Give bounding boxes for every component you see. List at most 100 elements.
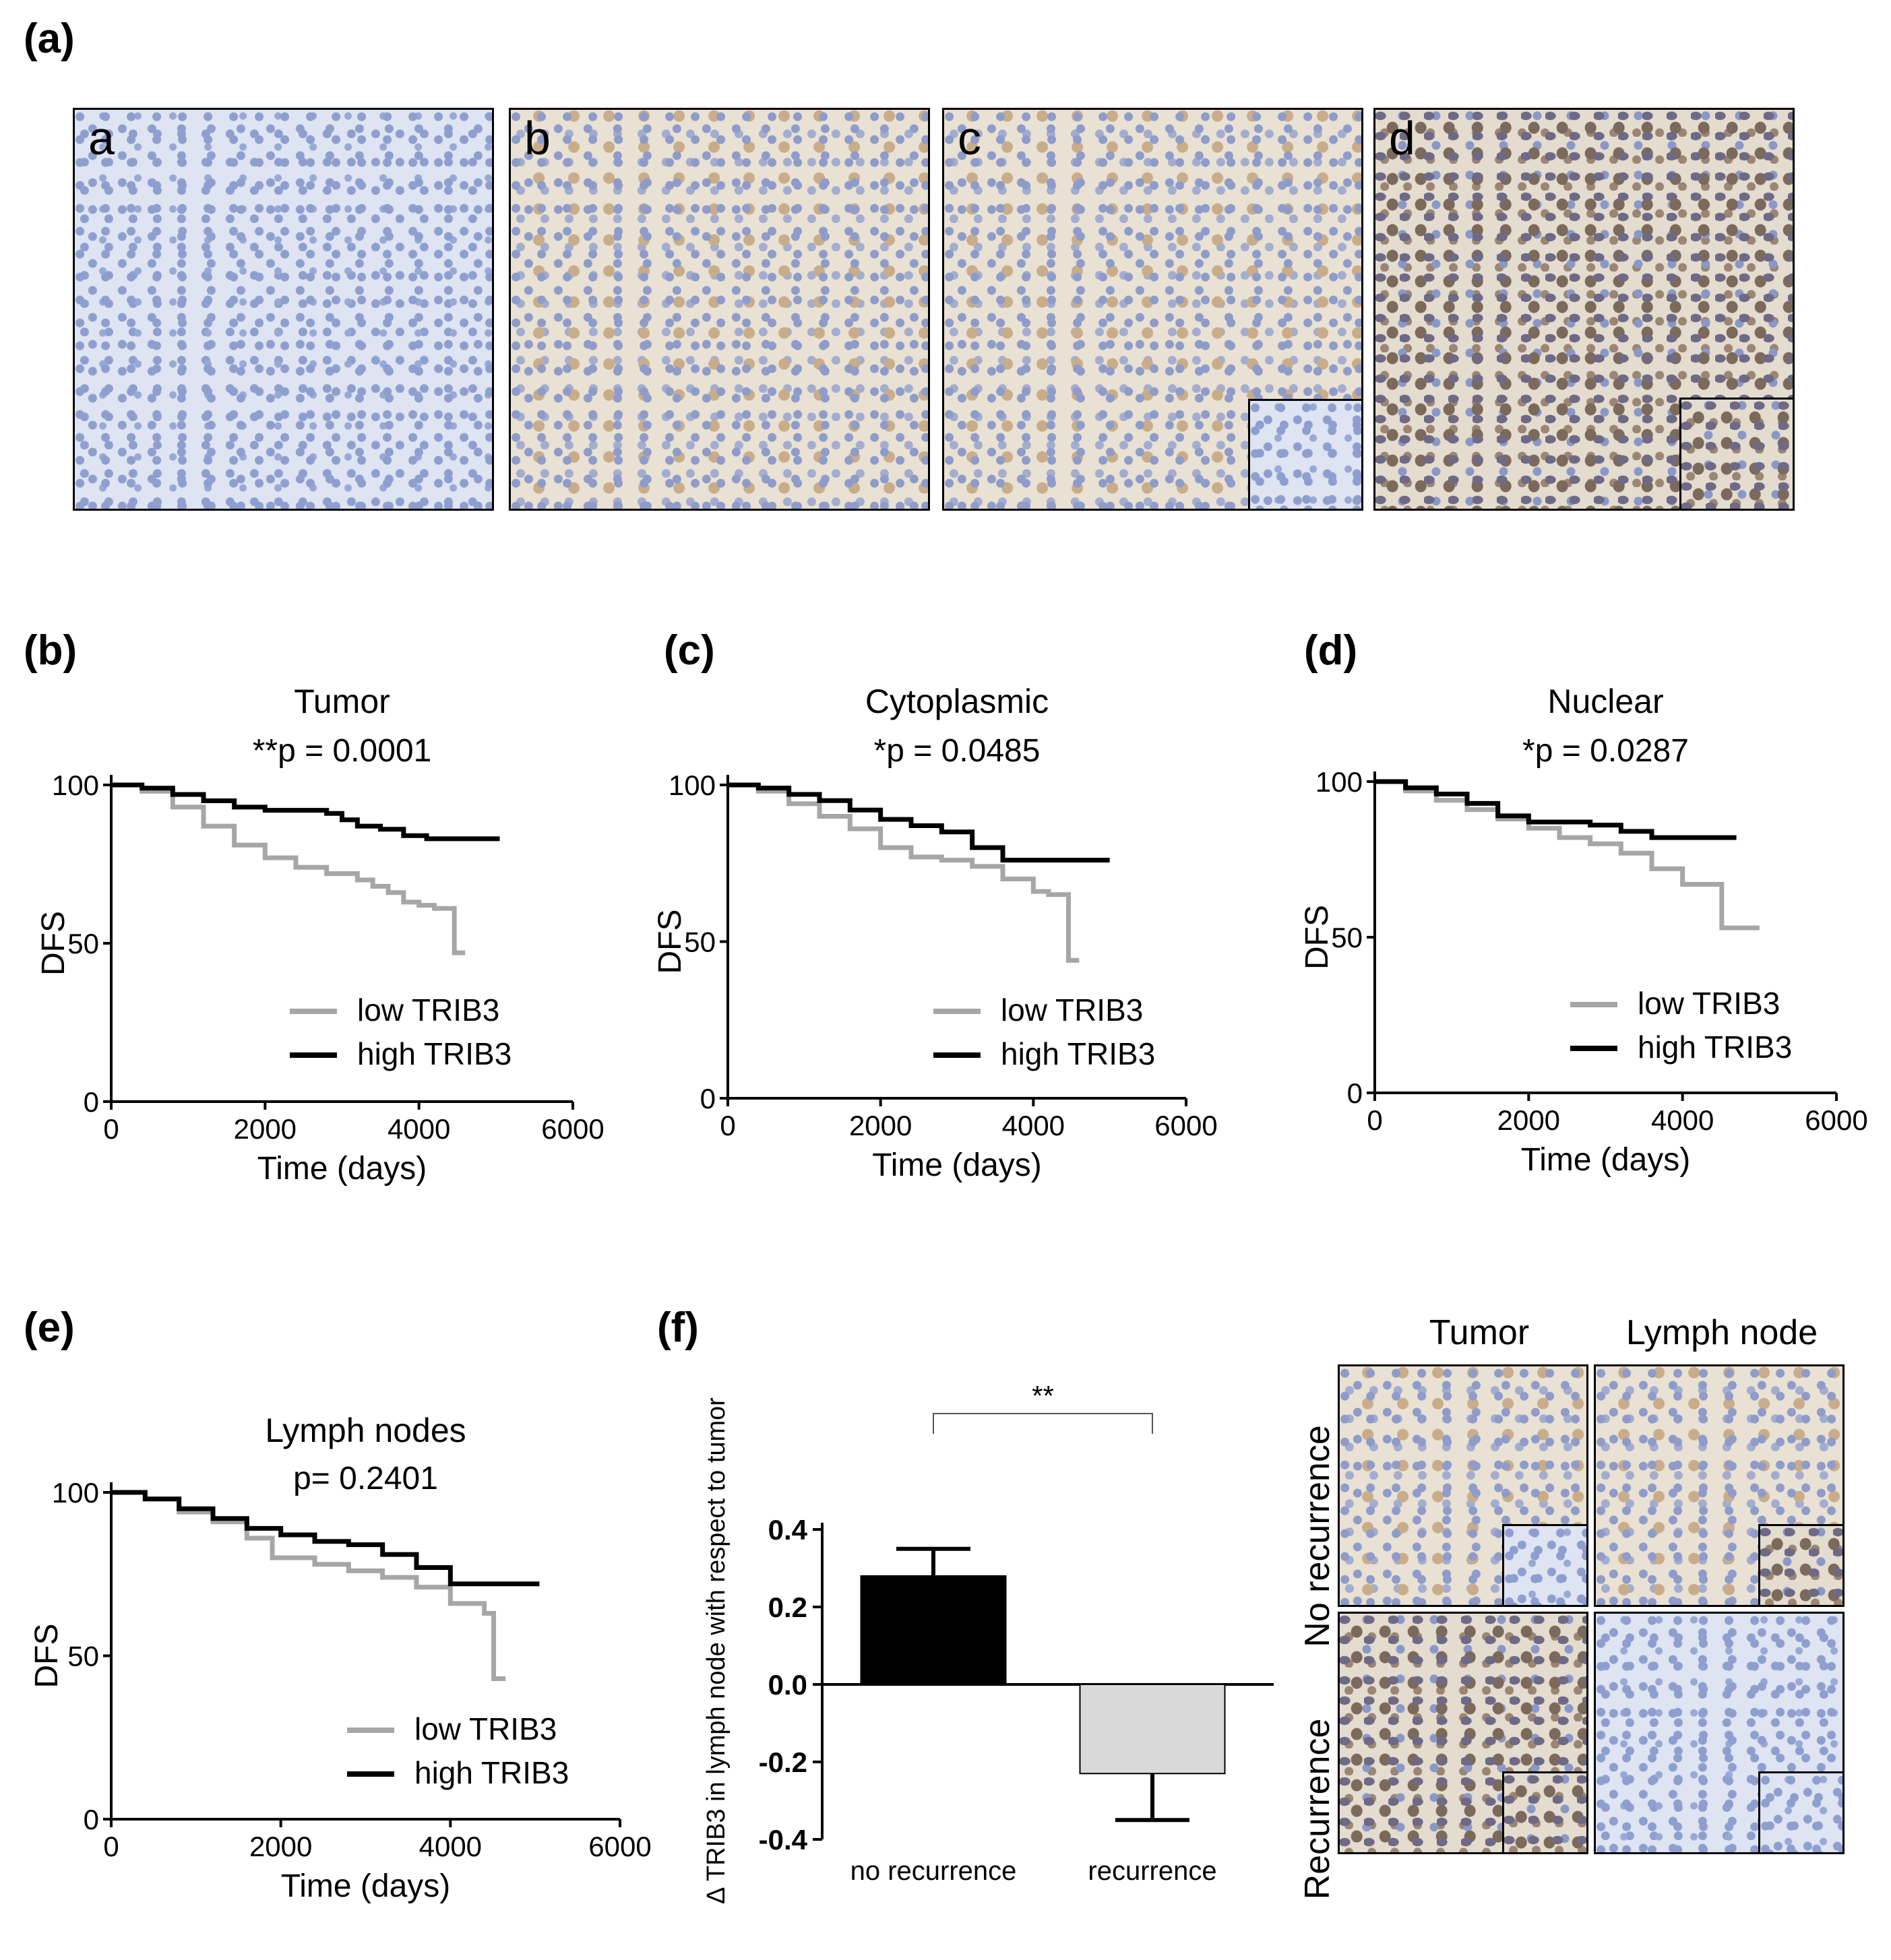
column-label-tumor: Tumor bbox=[1429, 1313, 1530, 1352]
panel-label-e: (e) bbox=[24, 1304, 75, 1351]
x-tick-label: 4000 bbox=[419, 1831, 482, 1862]
y-tick-label: 0 bbox=[700, 1083, 716, 1114]
chart-title: Cytoplasmic bbox=[865, 683, 1049, 720]
chart-subtitle: **p = 0.0001 bbox=[253, 733, 432, 769]
x-tick-label: 0 bbox=[1367, 1104, 1382, 1136]
micrograph-tumor-no-recurrence bbox=[1338, 1364, 1588, 1607]
legend-label-low: low TRIB3 bbox=[1001, 992, 1143, 1028]
micrograph-inset bbox=[1758, 1771, 1842, 1852]
legend-label-low: low TRIB3 bbox=[357, 992, 499, 1028]
x-tick-label: 6000 bbox=[1154, 1110, 1217, 1141]
km-chart-cytoplasmic: Cytoplasmic *p = 0.0485 0 2000 4000 6000 0 50 10… bbox=[652, 683, 1218, 1183]
x-axis-label: Time (days) bbox=[281, 1868, 451, 1904]
category-label: recurrence bbox=[1088, 1856, 1216, 1886]
y-tick-label: 100 bbox=[1315, 766, 1363, 798]
y-axis-label: DFS bbox=[1299, 905, 1335, 970]
y-tick-label: 50 bbox=[1331, 922, 1363, 953]
y-tick-label: 0 bbox=[1347, 1077, 1363, 1109]
km-chart-lymph-nodes: Lymph nodes p= 0.2401 0 2000 4000 6000 0 50 100 T… bbox=[29, 1412, 652, 1904]
micrograph-inset bbox=[1248, 399, 1361, 509]
y-tick-label: -0.4 bbox=[759, 1824, 808, 1856]
y-tick-label: 100 bbox=[52, 1477, 99, 1509]
row-label-no-recurrence: No recurrence bbox=[1298, 1425, 1337, 1647]
micrograph-inset bbox=[1679, 398, 1793, 509]
micrograph-c: c bbox=[942, 108, 1363, 511]
chart-subtitle: *p = 0.0287 bbox=[1522, 733, 1689, 769]
x-tick-label: 2000 bbox=[1497, 1104, 1560, 1136]
panel-label-b: (b) bbox=[24, 627, 78, 674]
x-tick-label: 4000 bbox=[1651, 1104, 1714, 1136]
panel-label-f: (f) bbox=[657, 1304, 699, 1351]
micrograph-letter: a bbox=[88, 112, 115, 164]
micrograph-lymph-node-recurrence bbox=[1594, 1612, 1844, 1854]
legend-label-high: high TRIB3 bbox=[357, 1036, 512, 1071]
x-tick-label: 4000 bbox=[1002, 1110, 1065, 1141]
y-tick-label: 0 bbox=[84, 1086, 99, 1118]
km-curve-low bbox=[111, 782, 466, 955]
y-tick-label: 50 bbox=[67, 1641, 99, 1672]
chart-title: Lymph nodes bbox=[265, 1412, 466, 1449]
y-tick-label: 100 bbox=[52, 769, 99, 801]
x-axis-label: Time (days) bbox=[872, 1147, 1042, 1183]
micrograph-letter: b bbox=[524, 112, 551, 164]
micrograph-letter: c bbox=[958, 112, 981, 164]
y-tick-label: 100 bbox=[669, 769, 716, 801]
x-tick-label: 6000 bbox=[541, 1113, 604, 1145]
legend-label-high: high TRIB3 bbox=[414, 1755, 569, 1790]
km-chart-nuclear: Nuclear *p = 0.0287 0 2000 4000 6000 0 50 100 Tim… bbox=[1299, 683, 1868, 1178]
y-axis-label: DFS bbox=[36, 911, 71, 976]
significance-label: ** bbox=[1032, 1380, 1054, 1412]
category-label: no recurrence bbox=[850, 1856, 1017, 1886]
micrograph-inset bbox=[1758, 1524, 1842, 1605]
panel-label-c: (c) bbox=[664, 627, 715, 674]
km-curve-high bbox=[111, 1490, 540, 1587]
panel-label-d: (d) bbox=[1304, 627, 1358, 674]
x-axis-label: Time (days) bbox=[1521, 1142, 1691, 1178]
chart-subtitle: p= 0.2401 bbox=[293, 1461, 438, 1496]
micrograph-tumor-recurrence bbox=[1338, 1612, 1588, 1854]
y-axis-label: Δ TRIB3 in lymph node with respect to tu… bbox=[702, 1397, 731, 1904]
y-axis-label: DFS bbox=[29, 1624, 65, 1688]
x-tick-label: 0 bbox=[720, 1110, 735, 1141]
km-curve-high bbox=[728, 782, 1110, 863]
legend-label-high: high TRIB3 bbox=[1001, 1036, 1155, 1071]
micrograph-inset bbox=[1502, 1771, 1586, 1852]
legend-label-low: low TRIB3 bbox=[1638, 986, 1780, 1021]
significance-bracket bbox=[933, 1413, 1153, 1434]
chart-title: Tumor bbox=[294, 683, 390, 720]
micrograph-lymph-node-no-recurrence bbox=[1594, 1364, 1844, 1607]
bar-recurrence bbox=[1079, 1684, 1226, 1775]
km-curve-low bbox=[728, 782, 1080, 963]
row-label-recurrence: Recurrence bbox=[1298, 1718, 1337, 1900]
km-curve-low bbox=[111, 1490, 506, 1681]
x-axis-label: Time (days) bbox=[257, 1151, 427, 1187]
y-axis-label: DFS bbox=[652, 910, 688, 974]
x-tick-label: 2000 bbox=[849, 1110, 912, 1141]
km-curve-high bbox=[111, 782, 500, 842]
x-tick-label: 6000 bbox=[1805, 1104, 1867, 1136]
legend-label-high: high TRIB3 bbox=[1638, 1030, 1792, 1065]
y-tick-label: 50 bbox=[67, 928, 99, 959]
km-curve-low bbox=[1375, 779, 1760, 930]
legend-label-low: low TRIB3 bbox=[414, 1711, 557, 1746]
x-tick-label: 0 bbox=[103, 1831, 119, 1862]
chart-title: Nuclear bbox=[1547, 683, 1663, 720]
chart-subtitle: *p = 0.0485 bbox=[874, 733, 1041, 769]
x-tick-label: 2000 bbox=[249, 1831, 312, 1862]
x-tick-label: 6000 bbox=[588, 1831, 651, 1862]
x-tick-label: 0 bbox=[103, 1113, 119, 1145]
x-tick-label: 4000 bbox=[388, 1113, 450, 1145]
micrograph-inset bbox=[1502, 1524, 1586, 1605]
column-label-lymph-node: Lymph node bbox=[1625, 1313, 1818, 1352]
bar-chart-delta-trib3: -0.4 -0.2 0.0 0.2 0.4 no recurrence recurrence… bbox=[702, 1380, 1274, 1904]
panel-label-a: (a) bbox=[24, 15, 75, 62]
micrograph-letter: d bbox=[1389, 112, 1415, 164]
x-tick-label: 2000 bbox=[234, 1113, 297, 1145]
bar-no-recurrence bbox=[860, 1575, 1007, 1685]
y-tick-label: 0.4 bbox=[768, 1514, 808, 1546]
y-tick-label: 0 bbox=[84, 1804, 99, 1835]
y-tick-label: -0.2 bbox=[759, 1746, 807, 1778]
y-tick-label: 50 bbox=[684, 926, 716, 958]
micrograph-a: a bbox=[73, 108, 494, 511]
micrograph-b: b bbox=[509, 108, 930, 511]
